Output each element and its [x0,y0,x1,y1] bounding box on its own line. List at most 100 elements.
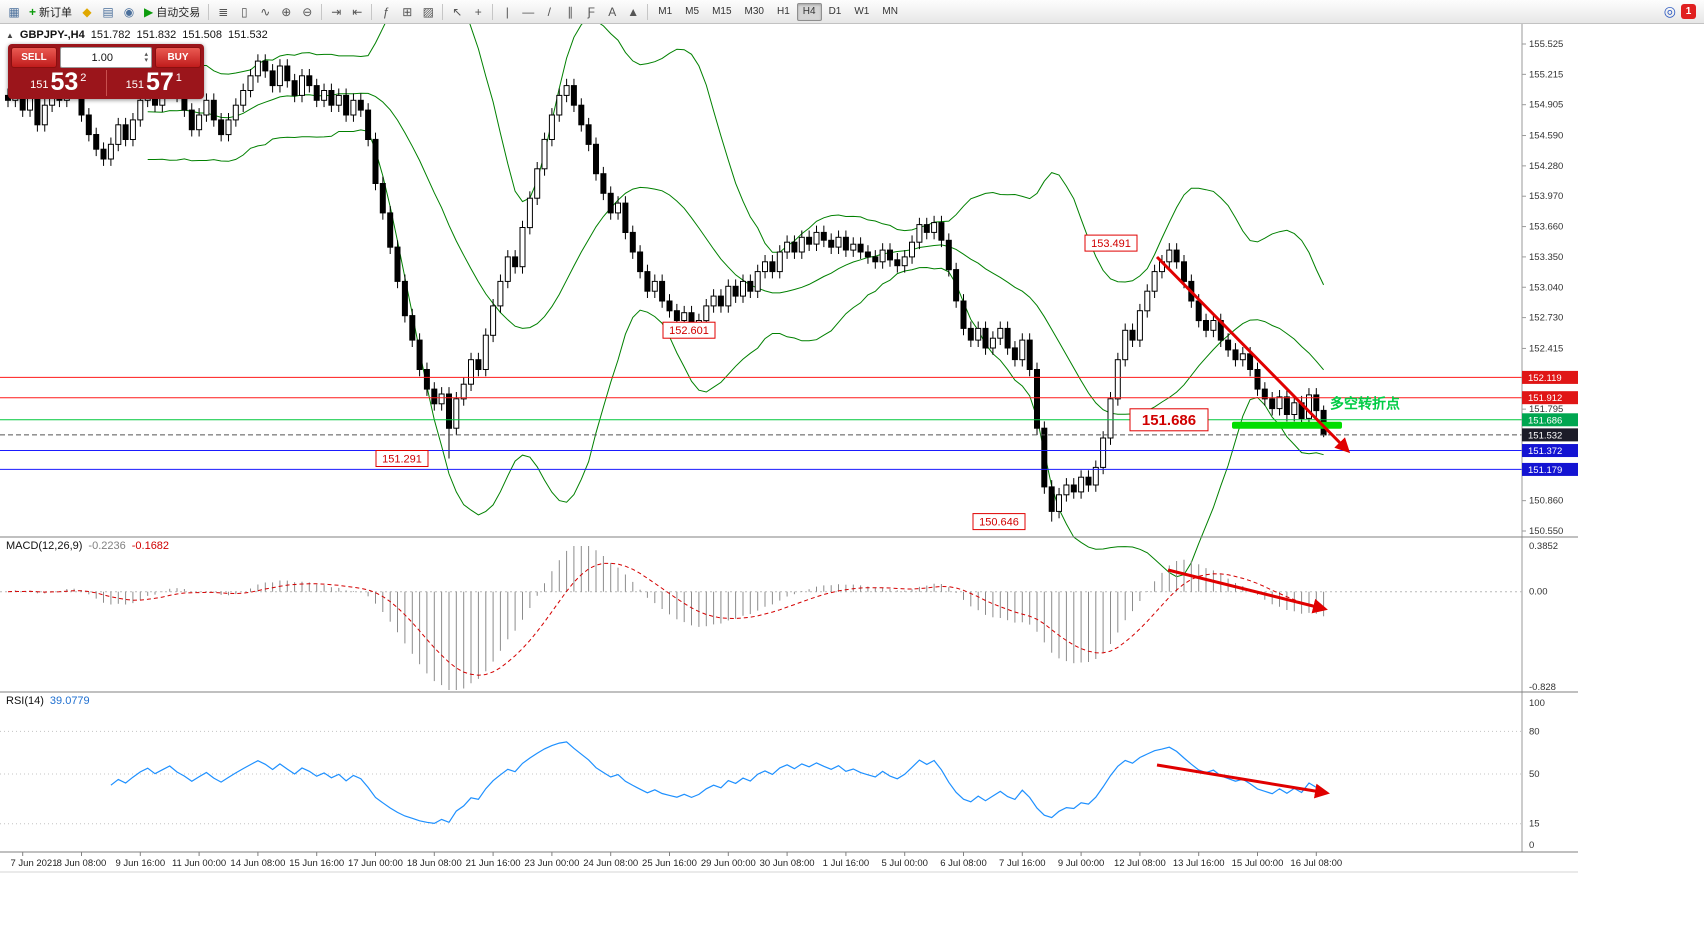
svg-text:150.646: 150.646 [979,517,1019,529]
rsi-name: RSI(14) [6,695,44,707]
vertical-line-button[interactable]: | [497,2,517,22]
chart-area: 155.525 155.215 154.905 154.590 154.280 153.9… [0,24,1704,944]
terminal-icon: ▤ [102,4,114,19]
timeframe-m5-button[interactable]: M5 [685,6,700,17]
one-click-collapse-icon[interactable]: ▲ [6,30,14,40]
svg-text:17 Jun 00:00: 17 Jun 00:00 [348,858,403,869]
svg-text:152.415: 152.415 [1529,343,1563,354]
svg-text:154.590: 154.590 [1529,131,1563,142]
sell-price-big-figure: 151 [30,79,49,91]
svg-text:21 Jun 16:00: 21 Jun 16:00 [466,858,521,869]
auto-scroll-button[interactable]: ⇥ [326,2,346,22]
cursor-button[interactable]: ↖ [447,2,467,22]
horizontal-line-icon: — [522,4,535,19]
timeframe-m15-button[interactable]: M15 [712,6,732,17]
svg-text:0: 0 [1529,840,1534,851]
svg-text:24 Jun 08:00: 24 Jun 08:00 [583,858,638,869]
buy-price-big-figure: 151 [125,79,144,91]
buy-price[interactable]: 151 57 1 [107,70,202,96]
navigator-button[interactable]: ◉ [119,2,139,22]
svg-text:6 Jul 08:00: 6 Jul 08:00 [940,858,986,869]
svg-text:9 Jun 16:00: 9 Jun 16:00 [115,858,165,869]
svg-text:5 Jul 00:00: 5 Jul 00:00 [881,858,927,869]
svg-text:多空转折点: 多空转折点 [1330,396,1400,412]
rsi-value: 39.0779 [49,695,90,707]
text-label-button[interactable]: A [602,2,622,22]
svg-text:15 Jun 16:00: 15 Jun 16:00 [289,858,344,869]
volume-down-icon[interactable]: ▾ [144,56,148,64]
new-order-label: 新订单 [39,6,73,19]
svg-text:18 Jun 08:00: 18 Jun 08:00 [407,858,462,869]
sell-button[interactable]: SELL [11,47,57,68]
fibonacci-button[interactable]: Ƒ [581,2,601,22]
timeframe-m1-button[interactable]: M1 [658,6,673,17]
zoom-in-button[interactable]: ⊕ [276,2,296,22]
timeframe-m30-button[interactable]: M30 [744,6,764,17]
trendline-button[interactable]: / [539,2,559,22]
crosshair-button[interactable]: + [468,2,488,22]
timeframe-h4-button[interactable]: H4 [796,2,822,21]
search-icon[interactable]: ◎ [1663,3,1676,19]
svg-text:30 Jun 08:00: 30 Jun 08:00 [760,858,815,869]
symbol-period-label: GBPJPY-,H4 [19,29,85,41]
svg-text:151.686: 151.686 [1142,412,1196,429]
svg-text:151.686: 151.686 [1528,415,1562,426]
svg-text:12 Jul 08:00: 12 Jul 08:00 [1114,858,1166,869]
macd-main-value: -0.2236 [88,540,126,552]
periods-button[interactable]: ⊞ [397,2,417,22]
timeframe-mn-button[interactable]: MN [882,6,898,17]
timeframe-d1-button[interactable]: D1 [828,6,842,17]
templates-button[interactable]: ▨ [418,2,438,22]
macd-label: MACD(12,26,9) -0.2236 -0.1682 [6,540,169,552]
svg-text:150.860: 150.860 [1529,496,1563,507]
bar-chart-type-button[interactable]: ≣ [213,2,233,22]
svg-text:1 Jul 16:00: 1 Jul 16:00 [823,858,869,869]
timeframe-h1-button[interactable]: H1 [776,6,790,17]
toolbar-separator [647,3,649,20]
fibonacci-icon: Ƒ [587,4,595,19]
channel-button[interactable]: ∥ [560,2,580,22]
line-chart-type-button[interactable]: ∿ [255,2,275,22]
svg-text:80: 80 [1529,726,1540,737]
chart-shift-button[interactable]: ⇤ [347,2,367,22]
bar-open-value: 151.782 [90,29,131,41]
bar-chart-type-icon: ≣ [218,4,229,19]
toolbar-right-group: ◎ 1 [1664,3,1700,20]
svg-text:11 Jun 00:00: 11 Jun 00:00 [172,858,226,869]
volume-stepper[interactable]: 1.00 ▴ ▾ [60,47,152,68]
auto-scroll-icon: ⇥ [331,4,342,19]
svg-text:154.280: 154.280 [1529,161,1563,172]
main-toolbar: ▦ + 新订单 ◆ ▤ ◉ ▶ 自动交易 ≣ ▯ ∿ ⊕ ⊖ ⇥ ⇤ ƒ ⊞ ▨ ↖ + | — / ∥ Ƒ A ▲ M1 M5 M15 M… [0,0,1704,24]
volume-value[interactable]: 1.00 [91,51,113,64]
price-levels-layer [0,376,1522,470]
price-axis: 155.525 155.215 154.905 154.590 154.280 153.9… [1521,24,1578,852]
svg-text:153.970: 153.970 [1529,191,1563,202]
new-chart-button[interactable]: ▦ [4,2,24,22]
vertical-line-icon: | [505,4,509,19]
arrow-tools-button[interactable]: ▲ [623,2,643,22]
volume-up-icon[interactable]: ▴ [144,50,148,58]
horizontal-line-button[interactable]: — [518,2,538,22]
svg-text:13 Jul 16:00: 13 Jul 16:00 [1173,858,1225,869]
candlestick-type-button[interactable]: ▯ [234,2,254,22]
notification-badge[interactable]: 1 [1681,4,1696,19]
timeframe-w1-button[interactable]: W1 [854,6,870,17]
sell-price[interactable]: 151 53 2 [11,70,107,96]
zoom-out-icon: ⊖ [302,4,313,19]
indicators-button[interactable]: ƒ [376,2,396,22]
svg-text:153.491: 153.491 [1091,238,1131,250]
svg-text:50: 50 [1529,769,1540,780]
svg-text:151.291: 151.291 [382,454,422,466]
autotrading-button[interactable]: ▶ 自动交易 [140,2,204,22]
buy-button[interactable]: BUY [155,47,201,68]
metaeditor-button[interactable]: ◆ [77,2,97,22]
terminal-button[interactable]: ▤ [98,2,118,22]
chart-canvas[interactable]: 155.525 155.215 154.905 154.590 154.280 153.9… [0,24,1704,944]
zoom-out-button[interactable]: ⊖ [297,2,317,22]
new-order-button[interactable]: + 新订单 [25,2,76,22]
buy-price-pips: 57 [145,68,174,96]
svg-text:29 Jun 00:00: 29 Jun 00:00 [701,858,756,869]
svg-text:8 Jun 08:00: 8 Jun 08:00 [57,858,107,869]
trade-prices-row: 151 53 2 151 57 1 [11,70,201,96]
